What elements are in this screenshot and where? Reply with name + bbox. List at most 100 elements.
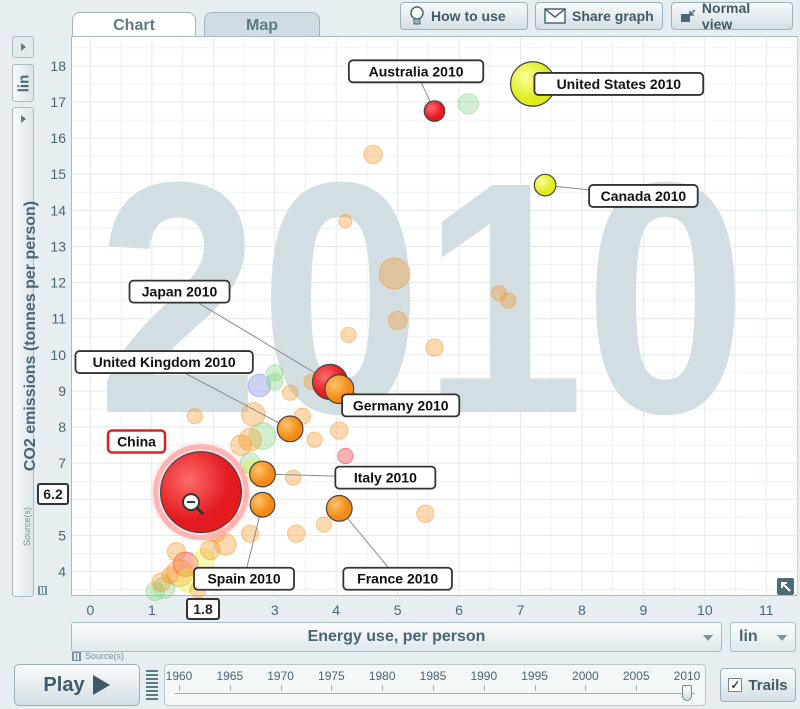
y-scale-expand-button[interactable] bbox=[12, 36, 34, 58]
normal-view-button[interactable]: Normal view bbox=[671, 0, 793, 32]
data-point[interactable] bbox=[337, 447, 354, 465]
data-point[interactable] bbox=[387, 310, 408, 331]
y-tick-label: 11 bbox=[51, 311, 66, 327]
point-label-box[interactable] bbox=[342, 566, 453, 591]
data-point[interactable] bbox=[240, 524, 260, 543]
y-tick-label: 13 bbox=[50, 238, 66, 254]
y-axis-selector[interactable] bbox=[12, 107, 34, 597]
y-tick-label: 9 bbox=[58, 383, 66, 399]
data-point[interactable] bbox=[285, 469, 302, 486]
highlighted-point[interactable] bbox=[249, 460, 276, 488]
timeline-year-label: 2000 bbox=[572, 669, 599, 683]
chevron-down-icon bbox=[777, 635, 787, 641]
zoom-reset-button[interactable] bbox=[777, 578, 794, 595]
timeline-handle[interactable] bbox=[682, 685, 692, 701]
chevron-right-icon bbox=[21, 43, 26, 51]
y-source-label[interactable]: Source(s) bbox=[22, 506, 32, 546]
share-graph-label: Share graph bbox=[572, 8, 654, 24]
x-axis-selector[interactable]: Energy use, per person bbox=[71, 622, 722, 652]
highlighted-point[interactable] bbox=[423, 100, 446, 122]
x-tick-label: 6 bbox=[455, 602, 463, 618]
highlighted-point[interactable] bbox=[276, 415, 304, 443]
x-scale-select[interactable]: lin bbox=[730, 622, 796, 652]
point-label: United Kingdom 2010 bbox=[93, 354, 236, 370]
data-point[interactable] bbox=[340, 326, 357, 344]
data-point[interactable] bbox=[287, 524, 306, 543]
data-point[interactable] bbox=[500, 292, 517, 309]
point-label: France 2010 bbox=[357, 571, 438, 587]
speed-slider-icon[interactable] bbox=[146, 670, 158, 700]
how-to-use-label: How to use bbox=[431, 8, 506, 24]
y-scale-select[interactable]: lin bbox=[12, 64, 34, 102]
x-source-label[interactable]: Source(s) bbox=[85, 651, 125, 661]
data-point[interactable] bbox=[151, 572, 171, 593]
y-tick-label: 7 bbox=[58, 455, 66, 471]
data-point[interactable] bbox=[238, 427, 262, 452]
y-tick-label: 16 bbox=[50, 130, 66, 146]
y-axis-title[interactable]: CO2 emissions (tonnes per person) bbox=[22, 200, 39, 472]
normal-view-label: Normal view bbox=[701, 0, 751, 32]
timeline-slider[interactable]: 1960 1965 1970 1975 1980 1985 1990 1995 2000 2005… bbox=[164, 664, 706, 706]
point-label: Japan 2010 bbox=[142, 284, 218, 300]
data-point[interactable] bbox=[247, 373, 272, 398]
selection-ring bbox=[153, 444, 249, 540]
point-label: China bbox=[117, 434, 156, 450]
y-tick-label: 14 bbox=[50, 202, 66, 218]
tab-map[interactable]: Map bbox=[204, 12, 320, 38]
x-tick-label: 7 bbox=[517, 602, 525, 618]
point-label-box[interactable] bbox=[106, 429, 167, 454]
data-point[interactable] bbox=[315, 516, 333, 533]
trails-toggle[interactable]: ✓ Trails bbox=[720, 668, 796, 702]
data-point[interactable] bbox=[330, 421, 349, 440]
play-button[interactable]: Play bbox=[14, 664, 140, 706]
data-point[interactable] bbox=[240, 402, 266, 427]
data-point[interactable] bbox=[281, 384, 299, 401]
x-tick-label: 5 bbox=[394, 602, 402, 618]
data-point[interactable] bbox=[363, 144, 383, 165]
data-point[interactable] bbox=[266, 373, 284, 391]
data-point[interactable] bbox=[230, 434, 252, 456]
timeline-year-label: 1980 bbox=[368, 669, 396, 683]
trails-checkbox[interactable]: ✓ bbox=[728, 678, 743, 692]
y-tick-label: 17 bbox=[50, 94, 66, 110]
data-point[interactable] bbox=[172, 551, 199, 578]
data-point[interactable] bbox=[338, 214, 353, 229]
point-label-box[interactable] bbox=[533, 72, 705, 96]
tab-chart[interactable]: Chart bbox=[72, 12, 196, 38]
share-graph-button[interactable]: Share graph bbox=[535, 2, 663, 30]
highlighted-point[interactable] bbox=[160, 451, 243, 534]
data-point[interactable] bbox=[248, 422, 277, 450]
zoom-out-icon[interactable] bbox=[182, 493, 205, 516]
highlighted-point[interactable] bbox=[249, 491, 276, 518]
data-point[interactable] bbox=[152, 576, 176, 600]
how-to-use-button[interactable]: How to use bbox=[400, 2, 528, 30]
data-point[interactable] bbox=[186, 408, 204, 425]
highlighted-point[interactable] bbox=[533, 173, 557, 197]
grid-icon[interactable] bbox=[38, 586, 47, 595]
data-point[interactable] bbox=[161, 566, 179, 584]
data-point[interactable] bbox=[490, 285, 508, 302]
data-point[interactable] bbox=[165, 559, 194, 588]
timeline-year-label: 1985 bbox=[419, 669, 447, 683]
play-label: Play bbox=[43, 673, 85, 696]
data-point[interactable] bbox=[166, 541, 187, 562]
data-point[interactable] bbox=[457, 93, 480, 115]
point-label-box[interactable] bbox=[347, 59, 485, 84]
x-tick-label: 1 bbox=[148, 602, 156, 618]
data-point[interactable] bbox=[416, 504, 435, 523]
point-label-box[interactable] bbox=[588, 184, 699, 208]
point-label-box[interactable] bbox=[128, 279, 231, 304]
data-point[interactable] bbox=[266, 364, 284, 382]
data-point[interactable] bbox=[425, 338, 444, 357]
point-label: Australia 2010 bbox=[369, 63, 464, 79]
data-point[interactable] bbox=[145, 581, 165, 602]
point-label-box[interactable] bbox=[334, 465, 437, 490]
point-label-box[interactable] bbox=[341, 393, 461, 418]
data-point[interactable] bbox=[306, 431, 323, 448]
point-label-box[interactable] bbox=[193, 566, 295, 591]
grid-icon[interactable] bbox=[72, 652, 81, 661]
highlighted-point[interactable] bbox=[325, 494, 353, 522]
data-point[interactable] bbox=[378, 257, 411, 290]
point-label-box[interactable] bbox=[74, 350, 254, 374]
